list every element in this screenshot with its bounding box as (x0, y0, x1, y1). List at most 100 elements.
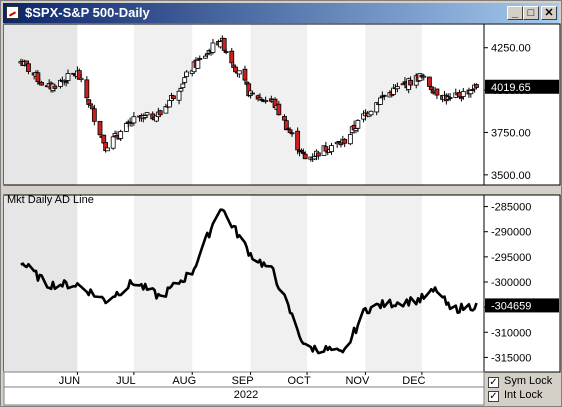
month-shade (365, 195, 422, 372)
title-bar[interactable]: $SPX-S&P 500-Daily _ □ ✕ (3, 3, 559, 23)
candle-body (434, 88, 440, 96)
candle-body (282, 115, 287, 121)
candle-body (26, 63, 31, 72)
month-label: SEP (232, 375, 254, 387)
candle-body (302, 153, 308, 160)
candle-body (408, 79, 413, 86)
candle-body (221, 38, 227, 51)
ad-last-value: -304659 (491, 300, 531, 312)
candle-body (39, 82, 45, 86)
candle-body (195, 59, 201, 69)
ad-tick-label: -285000 (491, 202, 531, 214)
month-label: OCT (287, 375, 311, 387)
close-button[interactable]: ✕ (541, 6, 557, 20)
month-label: JUL (116, 375, 136, 387)
candle-body (210, 42, 216, 53)
candle-body (447, 97, 453, 99)
int-lock-label: Int Lock (504, 389, 543, 401)
candle-body (289, 132, 295, 135)
window-title: $SPX-S&P 500-Daily (25, 5, 150, 20)
candle-body (395, 86, 400, 90)
candle-body (101, 134, 107, 144)
candle-body (315, 152, 321, 157)
candle-body (368, 110, 374, 116)
candle-body (329, 145, 334, 152)
price-last-marker (485, 79, 559, 94)
candle-body (263, 100, 269, 102)
sym-lock-checkbox[interactable]: ✓ (488, 377, 499, 388)
candle-body (223, 51, 229, 53)
price-tick-label: 4250.00 (491, 43, 531, 55)
sym-lock-label: Sym Lock (504, 375, 553, 387)
ad-tick-label: -310000 (491, 327, 531, 339)
candle-body (276, 103, 282, 116)
month-shade (4, 24, 78, 185)
price-axis-panel (483, 23, 561, 186)
month-label: DEC (402, 375, 425, 387)
minimize-button[interactable]: _ (507, 6, 523, 20)
candle-body (184, 71, 189, 77)
candle-body (144, 112, 150, 116)
candle-body (236, 70, 242, 75)
candle-body (178, 88, 184, 92)
candle-body (35, 72, 41, 83)
year-axis (3, 386, 485, 406)
month-shade (365, 24, 422, 185)
candle-body (295, 130, 301, 151)
ad-line-title: Mkt Daily AD Line (7, 194, 94, 206)
maximize-button[interactable]: □ (523, 6, 539, 20)
candle-body (123, 123, 129, 132)
candle-body (421, 75, 427, 78)
candle-body (347, 134, 353, 145)
candle-body (374, 102, 380, 113)
candle-body (65, 73, 71, 81)
candle-body (118, 131, 124, 139)
candle-body (105, 147, 110, 152)
candle-body (88, 103, 93, 106)
candle-body (242, 68, 248, 81)
candle-body (171, 95, 176, 100)
month-label: AUG (172, 375, 196, 387)
candle-body (257, 97, 263, 100)
candle-body (246, 83, 252, 97)
ad-tick-label: -315000 (491, 352, 531, 364)
ad-last-marker (485, 298, 559, 313)
candle-body (427, 76, 432, 87)
candle-body (52, 85, 58, 89)
ad-tick-label: -300000 (491, 277, 531, 289)
candle-body (91, 108, 97, 122)
candle-body (229, 50, 235, 64)
candle-body (157, 110, 163, 116)
month-shade (250, 195, 308, 372)
candle-body (182, 77, 188, 83)
month-label: JUN (59, 375, 80, 387)
candle-body (355, 120, 361, 129)
ad-line (20, 208, 478, 355)
candle-body (460, 91, 466, 97)
ad-tick-label: -290000 (491, 227, 531, 239)
candle-body (342, 138, 348, 144)
candle-body (84, 79, 90, 99)
month-shade (133, 24, 193, 185)
year-label: 2022 (234, 389, 258, 401)
int-lock-checkbox[interactable]: ✓ (488, 391, 499, 402)
month-shade (133, 195, 193, 372)
candle-body (97, 120, 103, 136)
candle-body (250, 92, 255, 95)
candle-body (378, 97, 383, 105)
ad-axis-panel (483, 194, 561, 373)
ad-tick-label: -295000 (491, 252, 531, 264)
candle-body (180, 83, 186, 89)
chart-app-icon[interactable] (6, 6, 19, 19)
month-label: NOV (345, 375, 370, 387)
candle-body (381, 94, 387, 97)
candle-body (197, 58, 203, 60)
price-tick-label: 3500.00 (491, 170, 531, 182)
candle-body (78, 77, 84, 80)
candle-body (204, 53, 210, 56)
candle-body (110, 136, 116, 149)
candle-body (131, 116, 137, 124)
price-last-value: 4019.65 (491, 82, 531, 94)
price-tick-label: 3750.00 (491, 127, 531, 139)
